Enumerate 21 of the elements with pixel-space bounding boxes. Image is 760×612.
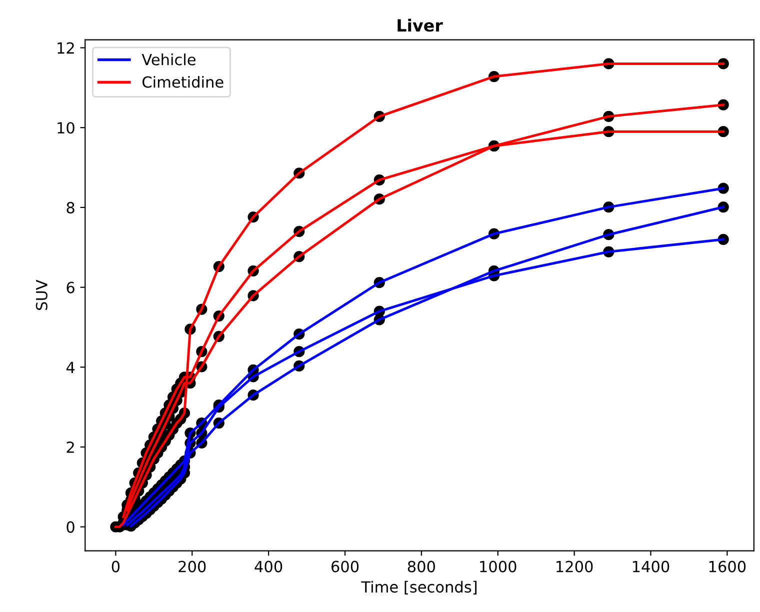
legend-label: Vehicle [142,54,196,66]
y-tick-label: 6 [66,282,74,294]
y-tick-label: 12 [58,42,74,54]
legend-label: Cimetidine [142,76,224,88]
chart-title: Liver [398,18,443,32]
x-axis-title: Time [seconds] [361,580,477,594]
x-tick-label: 600 [331,560,359,572]
y-tick-label: 4 [66,362,75,373]
x-tick-label: 1600 [709,560,746,572]
y-tick-label: 0 [66,521,74,533]
x-tick-label: 0 [112,560,120,572]
x-tick-label: 200 [178,560,206,572]
y-axis-title: SUV [36,280,48,310]
x-tick-label: 800 [408,560,435,572]
y-tick-label: 8 [66,202,74,214]
y-tick-label: 2 [66,441,74,453]
x-tick-label: 1200 [556,560,593,572]
x-tick-label: 1400 [632,560,670,572]
y-tick-label: 10 [58,122,74,134]
x-tick-label: 1000 [480,560,516,572]
x-tick-label: 400 [254,560,282,572]
